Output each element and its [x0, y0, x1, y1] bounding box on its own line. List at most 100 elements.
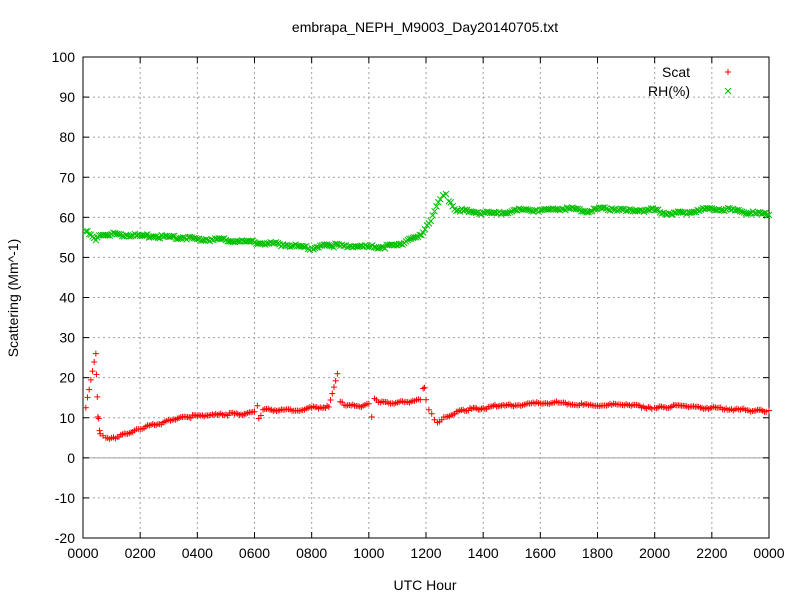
- rh-point: [186, 233, 194, 241]
- rh-point: [647, 205, 655, 212]
- rh-point: [431, 207, 438, 215]
- rh-point: [601, 204, 608, 211]
- y-tick-label: 70: [59, 169, 75, 185]
- rh-point: [633, 207, 641, 215]
- scat-point: [535, 400, 542, 407]
- scat-point: [578, 400, 585, 407]
- rh-point: [531, 207, 539, 214]
- rh-point: [506, 208, 514, 216]
- rh-point: [377, 243, 385, 251]
- scat-point: [329, 390, 336, 397]
- rh-point: [463, 206, 471, 214]
- rh-point: [327, 242, 334, 250]
- rh-point: [720, 207, 728, 215]
- rh-point: [435, 198, 442, 206]
- rh-point: [304, 245, 312, 253]
- rh-point: [490, 209, 498, 217]
- rh-point: [233, 237, 240, 245]
- rh-point: [604, 206, 612, 214]
- legend-label-scat: Scat: [662, 64, 690, 80]
- rh-point: [535, 208, 542, 216]
- scat-point: [428, 410, 435, 417]
- scat-point: [257, 412, 264, 419]
- rh-point: [704, 205, 712, 212]
- legend-marker-rh: [724, 87, 732, 95]
- rh-point: [220, 235, 228, 242]
- scat-point: [735, 406, 742, 413]
- rh-point: [156, 234, 164, 242]
- scat-point: [93, 371, 100, 378]
- scat-point: [306, 403, 313, 410]
- rh-point: [590, 205, 598, 213]
- rh-point: [418, 231, 425, 239]
- y-tick-label: 0: [67, 450, 75, 466]
- rh-point: [263, 240, 271, 247]
- rh-point: [95, 232, 103, 239]
- rh-point: [272, 239, 280, 246]
- scat-point: [349, 401, 356, 408]
- rh-point: [168, 232, 176, 240]
- rh-point: [508, 207, 516, 215]
- scat-point: [330, 384, 337, 391]
- scat-point: [487, 403, 494, 410]
- data-points: [82, 190, 773, 443]
- rh-point: [376, 244, 383, 252]
- rh-point: [204, 236, 212, 244]
- rh-point: [745, 210, 753, 217]
- rh-point: [85, 230, 93, 238]
- scat-point: [332, 377, 339, 384]
- x-tick-label: 0000: [67, 545, 98, 561]
- scat-point: [249, 408, 256, 415]
- rh-point: [429, 212, 437, 219]
- scat-point: [96, 427, 103, 434]
- scat-point: [94, 393, 101, 400]
- rh-point: [290, 242, 298, 249]
- x-tick-label: 0000: [753, 545, 784, 561]
- rh-point: [511, 206, 519, 214]
- scat-point: [521, 401, 528, 408]
- scat-point: [112, 435, 119, 442]
- rh-point: [587, 207, 594, 215]
- scat-point: [761, 408, 768, 415]
- scat-point: [695, 403, 702, 410]
- rh-point: [390, 241, 398, 249]
- rh-point: [504, 209, 512, 217]
- legend-marker-scat-glyph: [725, 69, 731, 75]
- scat-point: [744, 407, 751, 414]
- x-tick-label: 0200: [125, 545, 156, 561]
- scat-point: [334, 370, 341, 377]
- scat-point: [420, 385, 427, 392]
- rh-point: [104, 231, 112, 239]
- scat-point: [458, 407, 465, 414]
- rh-point: [695, 207, 703, 215]
- rh-point: [147, 233, 155, 241]
- rh-point: [436, 195, 444, 203]
- scat-point: [140, 425, 147, 432]
- rh-point: [433, 202, 440, 210]
- scat-point: [106, 436, 113, 443]
- rh-point: [547, 205, 555, 213]
- rh-point: [90, 234, 98, 242]
- scat-point: [384, 399, 391, 406]
- scat-point: [158, 421, 165, 428]
- scat-point: [358, 404, 365, 411]
- scat-point: [363, 400, 370, 407]
- rh-point: [176, 234, 183, 242]
- rh-point: [238, 236, 246, 244]
- x-tick-label: 1800: [582, 545, 613, 561]
- rh-point: [524, 206, 532, 214]
- rh-point: [706, 204, 714, 212]
- y-tick-label: 90: [59, 89, 75, 105]
- chart-title: embrapa_NEPH_M9003_Day20140705.txt: [292, 19, 558, 35]
- rh-point: [626, 206, 634, 213]
- y-axis-label: Scattering (Mm^-1): [5, 239, 21, 358]
- scat-point: [425, 406, 432, 413]
- rh-point: [719, 206, 726, 214]
- scat-point: [82, 404, 89, 411]
- y-tick-label: -10: [55, 490, 75, 506]
- rh-point: [478, 210, 485, 218]
- scat-point: [423, 396, 429, 403]
- y-tick-label: 80: [59, 129, 75, 145]
- scat-point: [707, 405, 714, 412]
- scat-point: [86, 386, 93, 393]
